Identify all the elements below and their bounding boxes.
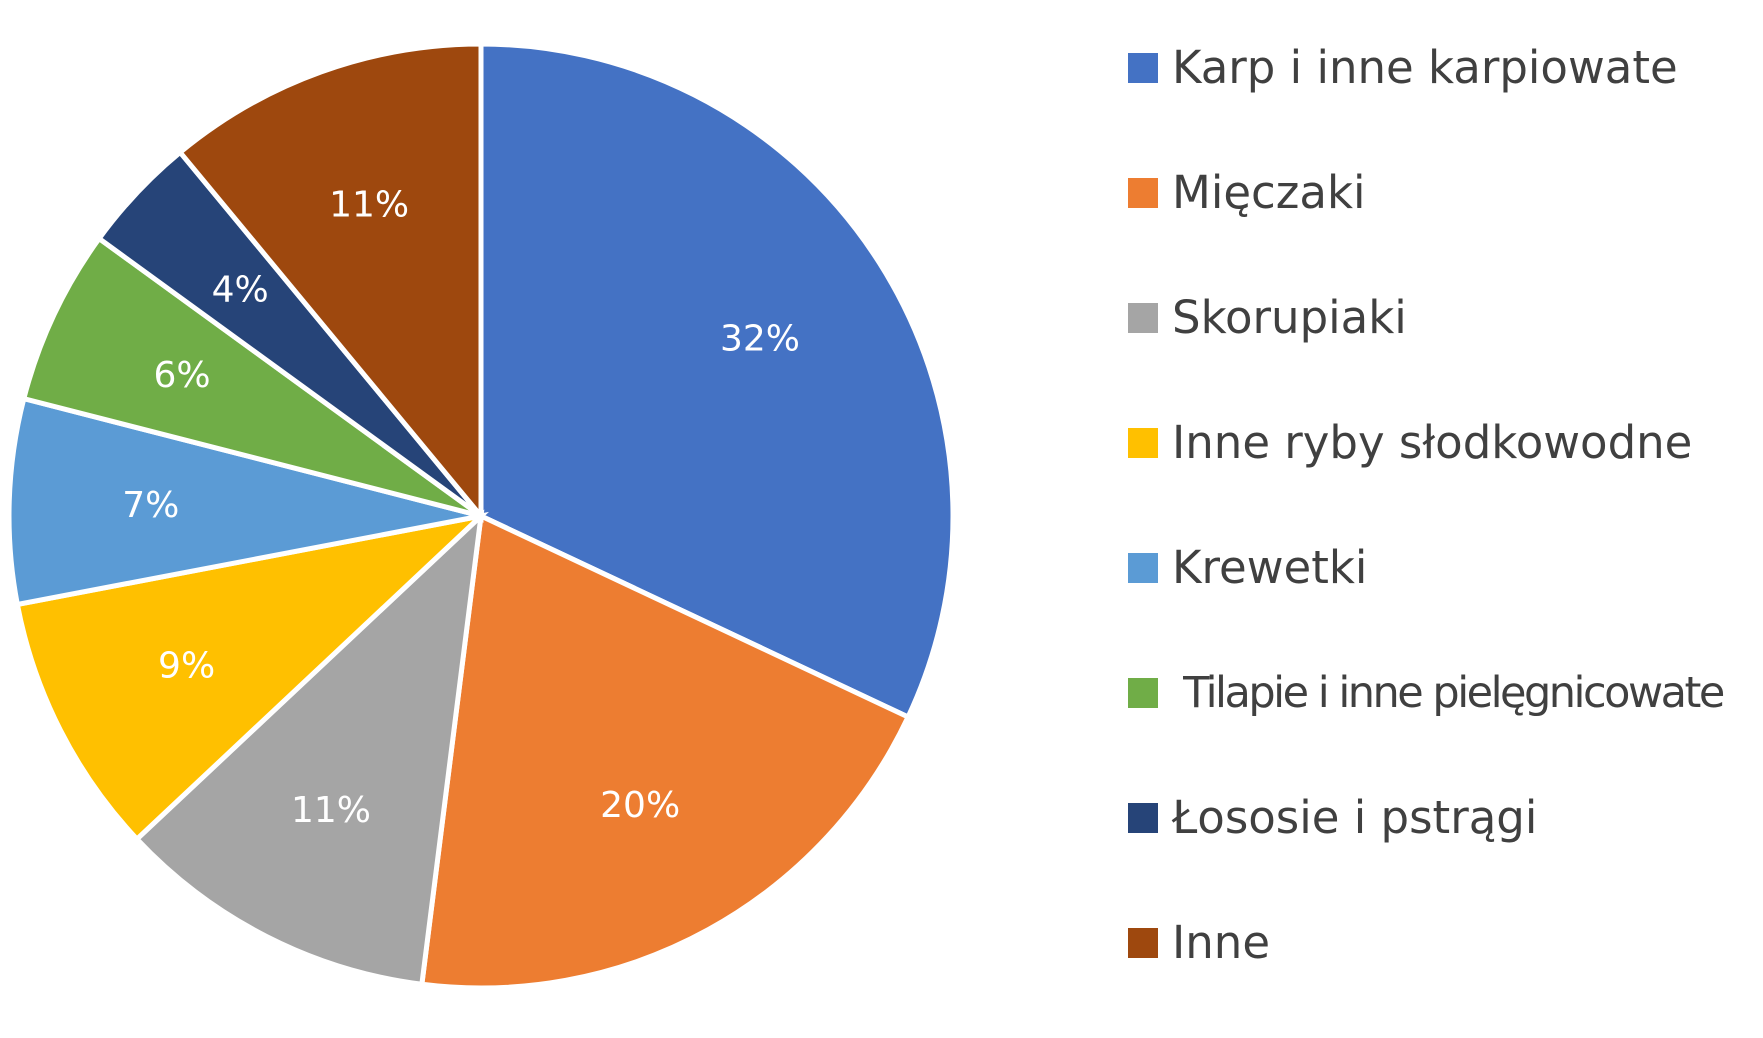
legend-label-4: Krewetki: [1172, 541, 1368, 594]
pie-slice-2: [133, 509, 485, 988]
data-label-7: 11%: [329, 185, 409, 226]
data-label-5: 6%: [153, 355, 210, 396]
legend-swatch-5: [1128, 678, 1158, 708]
legend-swatch-0: [1128, 53, 1158, 83]
legend-swatch-6: [1128, 803, 1158, 833]
pie-slice-1: [419, 512, 912, 991]
pie-data-labels: 32% 20% 11% 9% 7% 6% 4% 11%: [122, 185, 800, 831]
legend-label-6: Łososie i pstrągi: [1172, 791, 1538, 844]
data-label-0: 32%: [720, 318, 800, 359]
pie-slice-4: [6, 395, 482, 608]
data-label-6: 4%: [212, 269, 269, 310]
data-label-2: 11%: [291, 790, 371, 831]
legend-swatch-1: [1128, 178, 1158, 208]
legend-item-6: Łososie i pstrągi: [1128, 788, 1758, 913]
pie-slice-5: [20, 235, 483, 519]
legend-item-0: Karp i inne karpiowate: [1128, 38, 1758, 163]
legend-swatch-2: [1128, 303, 1158, 333]
legend-swatch-3: [1128, 428, 1158, 458]
legend-label-2: Skorupiaki: [1172, 291, 1407, 344]
legend-label-1: Mięczaki: [1172, 166, 1366, 219]
pie-slice-3: [14, 511, 489, 843]
legend-item-7: Inne: [1128, 913, 1758, 1038]
legend-item-3: Inne ryby słodkowodne: [1128, 413, 1758, 538]
pie-slices: [6, 41, 956, 991]
legend-swatch-4: [1128, 553, 1158, 583]
data-label-3: 9%: [158, 646, 215, 687]
data-label-4: 7%: [122, 485, 179, 526]
legend: Karp i inne karpiowate Mięczaki Skorupia…: [1128, 38, 1758, 1038]
pie-slice-7: [176, 41, 484, 523]
legend-label-0: Karp i inne karpiowate: [1172, 41, 1678, 94]
legend-item-2: Skorupiaki: [1128, 288, 1758, 413]
pie-plot-area: 32% 20% 11% 9% 7% 6% 4% 11%: [6, 41, 956, 991]
legend-label-5: Tilapie i inne pielęgnicowate: [1172, 668, 1725, 718]
pie-chart: 32% 20% 11% 9% 7% 6% 4% 11% Karp i inne karpiow…: [6, 41, 1726, 991]
pie-slice-0: [478, 41, 956, 721]
legend-swatch-7: [1128, 928, 1158, 958]
legend-item-1: Mięczaki: [1128, 163, 1758, 288]
data-label-1: 20%: [600, 785, 680, 826]
legend-label-7: Inne: [1172, 916, 1270, 969]
legend-label-3: Inne ryby słodkowodne: [1172, 416, 1693, 469]
legend-item-4: Krewetki: [1128, 538, 1758, 663]
legend-item-5: Tilapie i inne pielęgnicowate: [1128, 663, 1758, 788]
